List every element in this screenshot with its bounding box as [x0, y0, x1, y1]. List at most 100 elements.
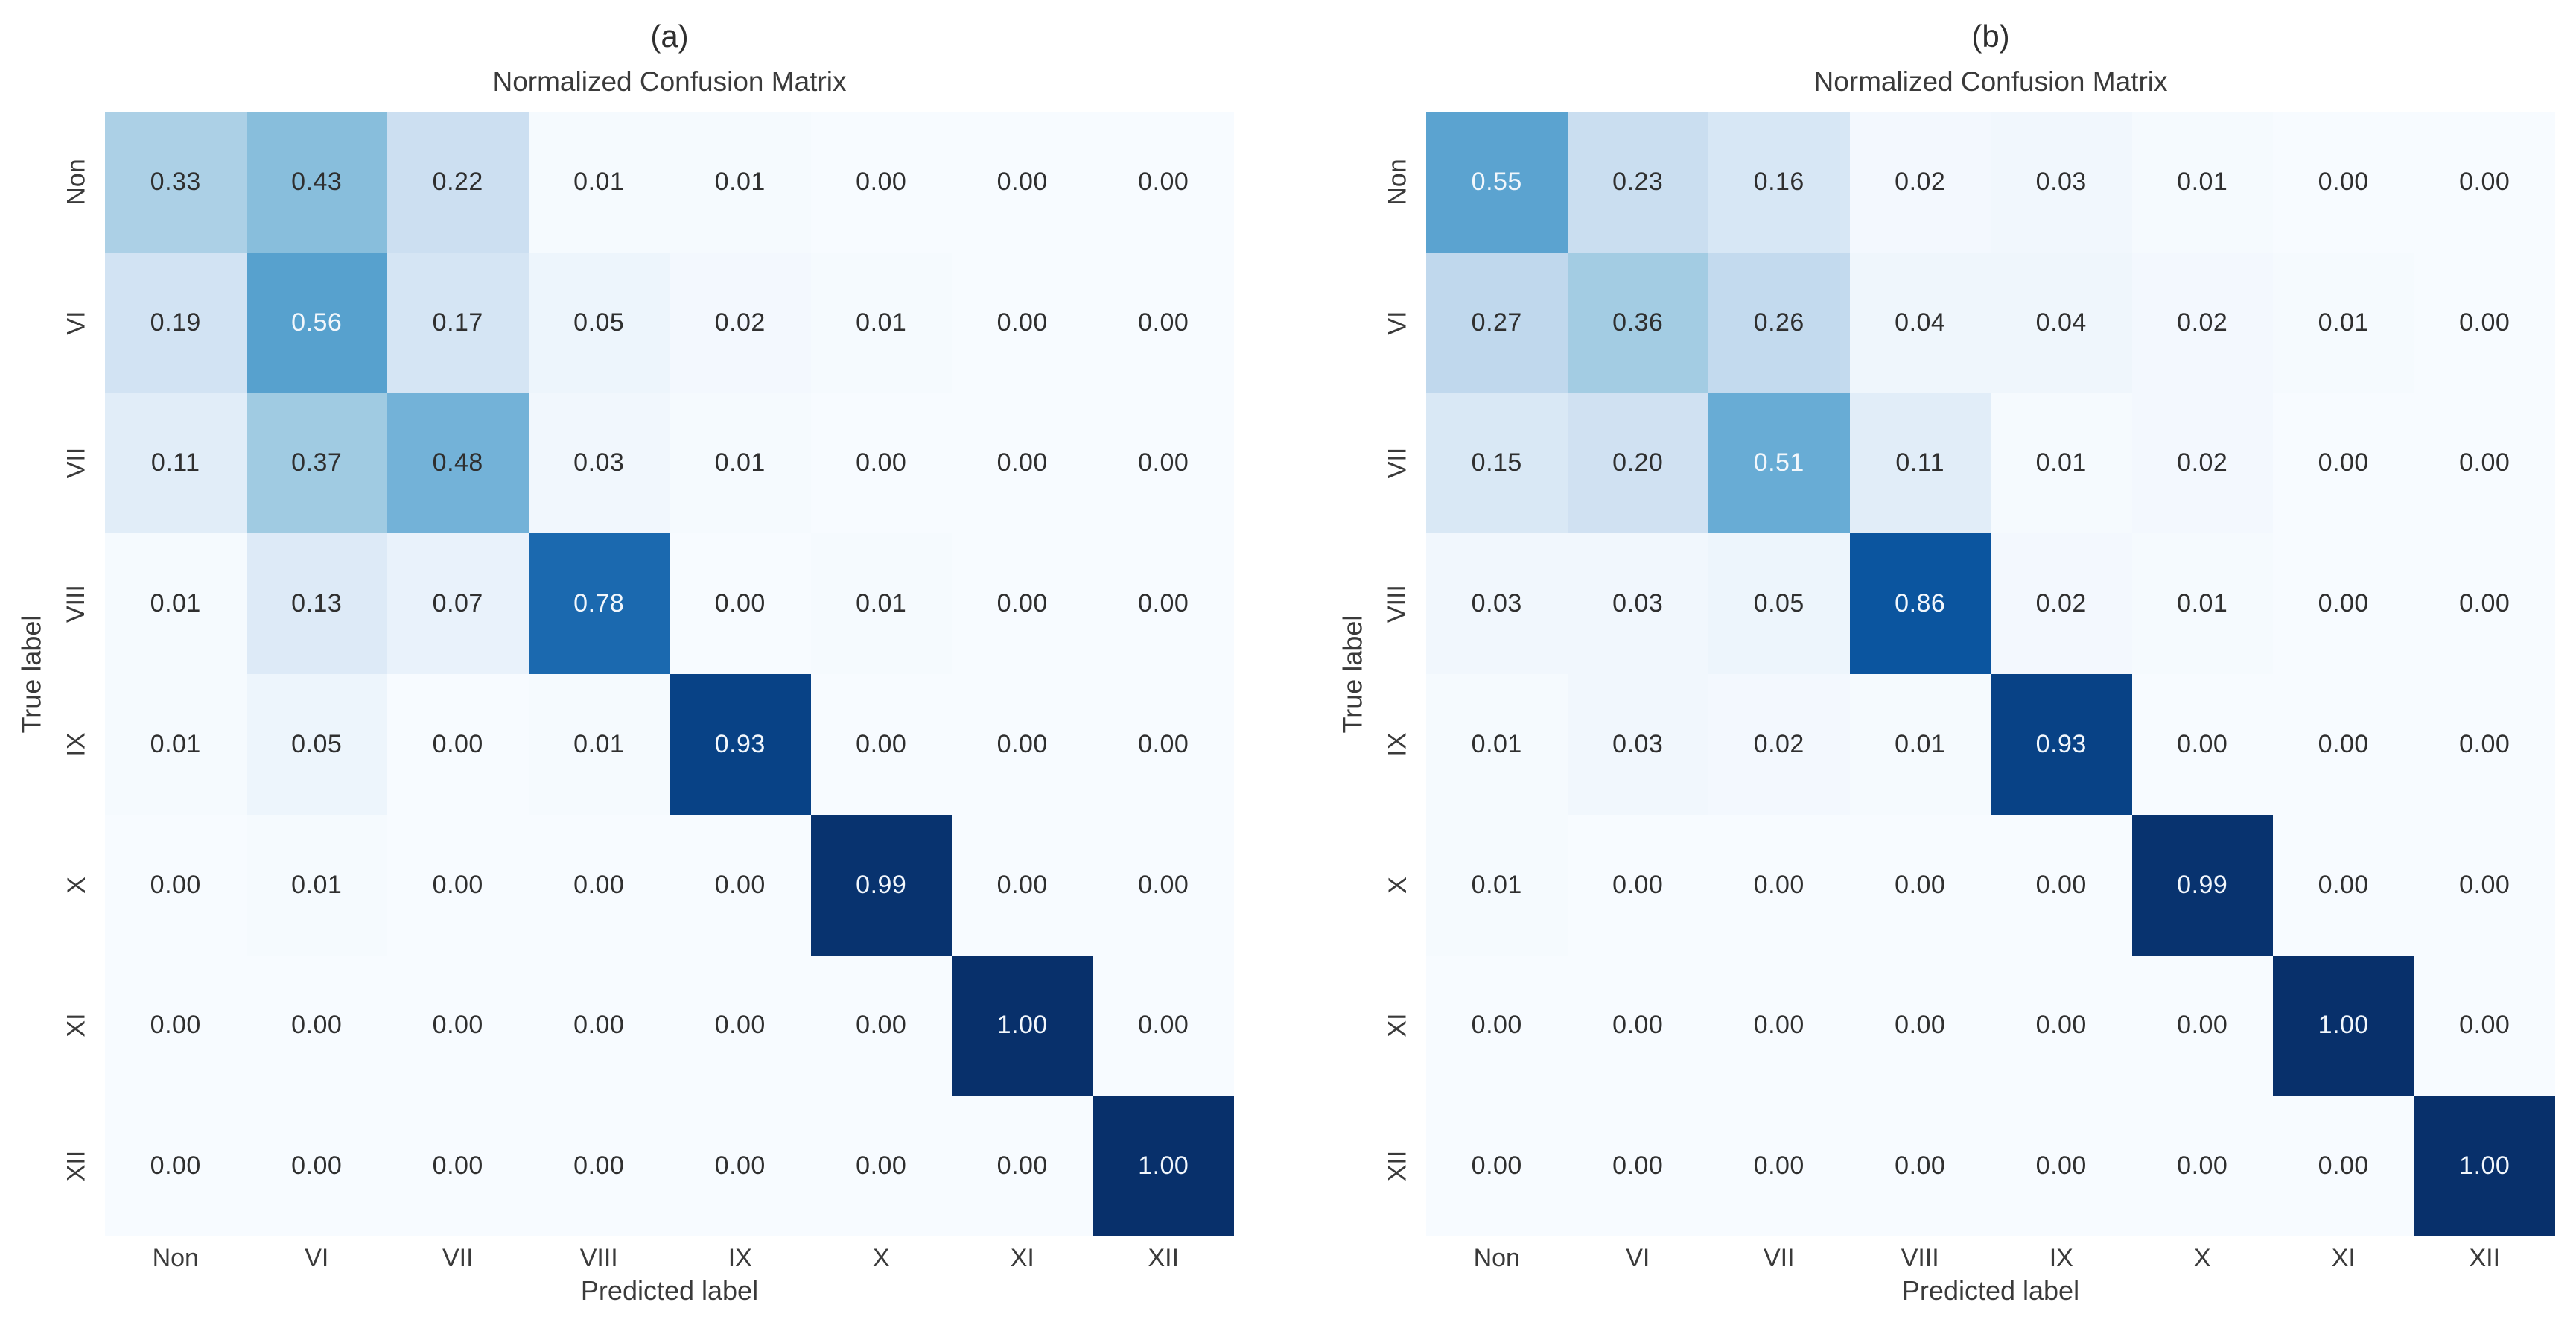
- matrix-cell: 0.01: [810, 533, 952, 674]
- matrix-cell: 0.93: [670, 674, 811, 815]
- x-tick-label: XII: [1148, 1244, 1180, 1272]
- x-tick-label: VIII: [1901, 1244, 1939, 1272]
- matrix-cell: 0.00: [105, 1096, 247, 1236]
- matrix-cell: 0.04: [1991, 252, 2132, 393]
- matrix-cell: 0.20: [1567, 393, 1708, 534]
- matrix-cell: 0.00: [810, 674, 952, 815]
- matrix-cell: 0.00: [2414, 674, 2555, 815]
- matrix-cell: 1.00: [1093, 1096, 1234, 1236]
- matrix-cell: 0.00: [246, 955, 387, 1096]
- matrix-cell: 0.16: [1708, 112, 1850, 253]
- y-tick-label: VI: [1383, 311, 1412, 335]
- y-tick-label: IX: [1383, 732, 1412, 757]
- matrix-cell: 0.00: [2414, 393, 2555, 534]
- matrix-cell: 0.00: [2273, 533, 2414, 674]
- panel-b: (b) Normalized Confusion Matrix True lab…: [1288, 0, 2576, 1337]
- matrix-cell: 0.00: [952, 393, 1093, 534]
- matrix-cell: 0.00: [1567, 955, 1708, 1096]
- matrix-cell: 0.00: [952, 252, 1093, 393]
- x-tick-label: XII: [2469, 1244, 2501, 1272]
- matrix-cell: 0.01: [2273, 252, 2414, 393]
- matrix-cell: 0.15: [1426, 393, 1568, 534]
- matrix-cell: 0.00: [1093, 112, 1234, 253]
- matrix-cell: 0.00: [105, 955, 247, 1096]
- matrix-cell: 0.00: [387, 955, 529, 1096]
- matrix-cell: 0.00: [952, 533, 1093, 674]
- matrix-cell: 0.99: [2131, 814, 2273, 956]
- matrix-cell: 0.00: [2273, 393, 2414, 534]
- y-tick-label: VIII: [1383, 585, 1412, 623]
- matrix-cell: 0.00: [1567, 1096, 1708, 1236]
- matrix-cell: 0.00: [105, 814, 247, 956]
- matrix-cell: 1.00: [2273, 955, 2414, 1096]
- x-tick-label: VIII: [579, 1244, 618, 1272]
- matrix-cell: 0.00: [670, 955, 811, 1096]
- matrix-cell: 0.00: [1426, 1096, 1568, 1236]
- y-tick-label: X: [62, 876, 91, 894]
- matrix-cell: 0.01: [670, 112, 811, 253]
- y-axis-title: True label: [1335, 112, 1370, 1236]
- y-tick-label: VI: [62, 311, 91, 335]
- matrix-cell: 0.19: [105, 252, 247, 393]
- y-tick-label: Non: [62, 159, 91, 206]
- y-tick-label: Non: [1383, 159, 1412, 206]
- matrix-cell: 0.00: [670, 533, 811, 674]
- matrix-cell: 0.01: [1849, 674, 1991, 815]
- matrix-cell: 0.02: [1849, 112, 1991, 253]
- x-tick-label: Non: [1473, 1244, 1520, 1272]
- confusion-matrix-grid: 0.55 0.23 0.16 0.02 0.03 0.01 0.00 0.00 0.27 0.36…: [1426, 112, 2555, 1236]
- matrix-cell: 0.93: [1991, 674, 2132, 815]
- x-tick-label: VII: [1763, 1244, 1795, 1272]
- matrix-cell: 0.05: [528, 252, 670, 393]
- y-tick-label: XII: [1383, 1150, 1412, 1182]
- confusion-matrix-grid: 0.33 0.43 0.22 0.01 0.01 0.00 0.00 0.00 0.19 0.56…: [105, 112, 1234, 1236]
- matrix-cell: 0.00: [528, 814, 670, 956]
- matrix-cell: 0.00: [1093, 814, 1234, 956]
- matrix-cell: 0.00: [528, 955, 670, 1096]
- matrix-cell: 0.04: [1849, 252, 1991, 393]
- x-axis-title: Predicted label: [580, 1275, 759, 1306]
- matrix-cell: 0.55: [1426, 112, 1568, 253]
- matrix-cell: 0.00: [2273, 1096, 2414, 1236]
- matrix-cell: 0.17: [387, 252, 529, 393]
- matrix-cell: 0.01: [1991, 393, 2132, 534]
- matrix-cell: 0.01: [2131, 112, 2273, 253]
- matrix-cell: 0.00: [810, 112, 952, 253]
- matrix-cell: 0.03: [1991, 112, 2132, 253]
- matrix-cell: 0.99: [810, 814, 952, 956]
- matrix-cell: 0.01: [670, 393, 811, 534]
- matrix-cell: 0.00: [1849, 955, 1991, 1096]
- y-tick-label: X: [1383, 876, 1412, 894]
- matrix-cell: 0.00: [528, 1096, 670, 1236]
- y-axis-title: True label: [14, 112, 48, 1236]
- matrix-cell: 1.00: [952, 955, 1093, 1096]
- matrix-cell: 0.00: [952, 112, 1093, 253]
- matrix-cell: 0.00: [2414, 533, 2555, 674]
- y-tick-label: VII: [1383, 448, 1412, 479]
- matrix-cell: 0.02: [2131, 252, 2273, 393]
- x-tick-label: XI: [2331, 1244, 2356, 1272]
- matrix-cell: 0.01: [105, 533, 247, 674]
- matrix-cell: 0.03: [528, 393, 670, 534]
- x-tick-label: IX: [728, 1244, 752, 1272]
- x-tick-label: VII: [442, 1244, 474, 1272]
- matrix-cell: 0.00: [2131, 1096, 2273, 1236]
- x-tick-label: Non: [152, 1244, 199, 1272]
- y-tick-label: VII: [62, 448, 91, 479]
- matrix-cell: 0.00: [1093, 393, 1234, 534]
- matrix-cell: 0.26: [1708, 252, 1850, 393]
- matrix-cell: 0.00: [670, 814, 811, 956]
- matrix-cell: 0.01: [528, 674, 670, 815]
- matrix-cell: 0.02: [670, 252, 811, 393]
- y-tick-label: XI: [1383, 1013, 1412, 1038]
- x-tick-labels: Non VI VII VIII IX X XI XII: [105, 1244, 1234, 1273]
- matrix-cell: 0.00: [1708, 814, 1850, 956]
- matrix-cell: 0.07: [387, 533, 529, 674]
- matrix-cell: 0.00: [246, 1096, 387, 1236]
- matrix-cell: 0.00: [952, 814, 1093, 956]
- matrix-cell: 0.00: [1991, 814, 2132, 956]
- panel-a-label: (a): [650, 19, 689, 54]
- matrix-cell: 0.03: [1567, 674, 1708, 815]
- y-tick-label: XII: [62, 1150, 91, 1182]
- matrix-cell: 0.00: [2414, 955, 2555, 1096]
